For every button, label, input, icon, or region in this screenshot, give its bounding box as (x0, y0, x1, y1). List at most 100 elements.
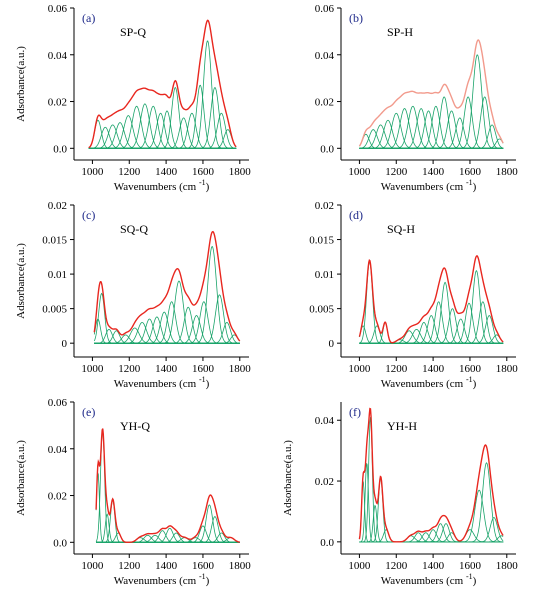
panel-c: 1000 1200 1400 1600 1800 0 0.005 0.01 0.015 0.02 W… (15, 200, 251, 390)
component-peak-18 (359, 138, 504, 149)
y-tick-label: 0.02 (315, 97, 334, 109)
y-tick-label: 0.04 (315, 415, 335, 427)
component-peak-19 (94, 334, 241, 344)
panel-a: 1000 1200 1400 1600 1800 0.0 0.02 0.04 0.06 Waven… (15, 3, 251, 193)
panel-title: SQ-H (387, 222, 415, 236)
y-tick-label: 0.01 (48, 269, 67, 281)
panel-title: SP-H (387, 25, 413, 39)
y-axis-label: Adsorbance(a.u.) (15, 243, 27, 319)
component-peak-9 (359, 110, 504, 149)
x-tick-label: 1000 (348, 166, 371, 178)
y-tick-label: 0.02 (48, 491, 67, 503)
component-peak-12 (359, 110, 504, 149)
y-tick-label: 0.02 (48, 97, 67, 109)
envelope-curve (358, 255, 504, 344)
x-tick-label: 1400 (422, 166, 445, 178)
panel-letter: (c) (82, 208, 95, 222)
x-axis-label: Wavenumbers (cm -1) (114, 375, 210, 390)
component-peak-18 (94, 322, 240, 344)
y-tick-label: 0.02 (315, 200, 334, 212)
component-peak-1 (95, 472, 240, 543)
x-tick-label: 1200 (385, 363, 408, 375)
envelope-curve (358, 407, 504, 543)
y-tick-label: 0.015 (309, 235, 334, 247)
x-tick-label: 1200 (118, 560, 141, 572)
x-tick-label: 1800 (496, 363, 519, 375)
x-tick-label: 1000 (348, 560, 371, 572)
x-tick-label: 1600 (459, 560, 482, 572)
component-peak-7 (94, 322, 240, 344)
panel-letter: (a) (82, 11, 95, 25)
x-tick-label: 1400 (155, 166, 178, 178)
component-peak-10 (94, 311, 240, 344)
x-tick-label: 1600 (459, 363, 482, 375)
y-tick-label: 0.02 (48, 200, 67, 212)
panel-f: 1000 1200 1400 1600 1800 0.0 0.02 0.04 Wavenumbe… (282, 402, 518, 587)
y-tick-label: 0.02 (315, 476, 334, 488)
component-peak-7 (359, 535, 504, 543)
component-peak-18 (359, 334, 504, 344)
y-tick-label: 0.015 (42, 235, 67, 247)
x-tick-label: 1800 (229, 560, 252, 572)
panel-letter: (e) (82, 405, 95, 419)
x-tick-label: 1600 (192, 166, 215, 178)
y-tick-label: 0.0 (53, 143, 67, 155)
y-tick-label: 0 (329, 338, 335, 350)
envelope-curve (358, 39, 504, 147)
x-tick-label: 1400 (422, 363, 445, 375)
component-peak-16 (359, 462, 504, 543)
x-axis-label: Wavenumbers (cm -1) (381, 375, 477, 390)
x-tick-label: 1200 (118, 363, 141, 375)
component-peak-5 (359, 477, 504, 543)
y-tick-label: 0.06 (315, 3, 335, 15)
component-peak-4 (359, 504, 504, 543)
panel-b: 1000 1200 1400 1600 1800 0.0 0.02 0.04 0.06 Waven… (315, 3, 519, 193)
x-tick-label: 1200 (385, 560, 408, 572)
panel-d: 1000 1200 1400 1600 1800 0 0.005 0.01 0.015 0.02 W… (309, 200, 518, 390)
component-peak-15 (359, 489, 504, 543)
x-tick-label: 1400 (155, 560, 178, 572)
x-tick-label: 1600 (192, 363, 215, 375)
y-tick-label: 0.0 (320, 143, 334, 155)
component-peak-1 (359, 481, 504, 543)
y-tick-label: 0.04 (315, 50, 335, 62)
x-tick-label: 1800 (496, 560, 519, 572)
y-tick-label: 0.01 (315, 269, 334, 281)
x-tick-label: 1800 (229, 166, 252, 178)
x-tick-label: 1000 (348, 363, 371, 375)
y-axis-label: Adsorbance(a.u.) (15, 440, 27, 516)
component-peak-12 (94, 280, 240, 344)
panel-title: YH-H (387, 419, 417, 433)
component-peak-11 (94, 301, 240, 344)
y-tick-label: 0.04 (48, 50, 68, 62)
y-axis-label: Adsorbance(a.u.) (15, 46, 27, 122)
y-axis-label: Adsorbance(a.u.) (282, 440, 294, 516)
x-tick-label: 1800 (229, 363, 252, 375)
x-tick-label: 1200 (118, 166, 141, 178)
panel-letter: (b) (349, 11, 363, 25)
x-tick-label: 1000 (81, 166, 104, 178)
panel-letter: (d) (349, 208, 363, 222)
x-tick-label: 1800 (496, 166, 519, 178)
component-peak-13 (359, 117, 504, 149)
y-tick-label: 0.0 (320, 537, 334, 549)
component-peak-18 (359, 535, 504, 543)
x-tick-label: 1400 (422, 560, 445, 572)
y-tick-label: 0.04 (48, 444, 68, 456)
component-peak-13 (94, 306, 240, 344)
x-tick-label: 1000 (81, 560, 104, 572)
x-tick-label: 1000 (81, 363, 104, 375)
x-tick-label: 1200 (385, 166, 408, 178)
envelope-curve (95, 428, 240, 543)
panel-title: SQ-Q (120, 222, 148, 236)
y-tick-label: 0.005 (42, 304, 67, 316)
panel-title: SP-Q (120, 25, 146, 39)
y-tick-label: 0 (62, 338, 68, 350)
y-tick-label: 0.0 (53, 537, 67, 549)
x-axis-label: Wavenumbers (cm -1) (381, 572, 477, 587)
x-tick-label: 1600 (459, 166, 482, 178)
component-peak-18 (88, 129, 237, 149)
y-tick-label: 0.005 (309, 304, 334, 316)
y-tick-label: 0.06 (48, 397, 68, 409)
